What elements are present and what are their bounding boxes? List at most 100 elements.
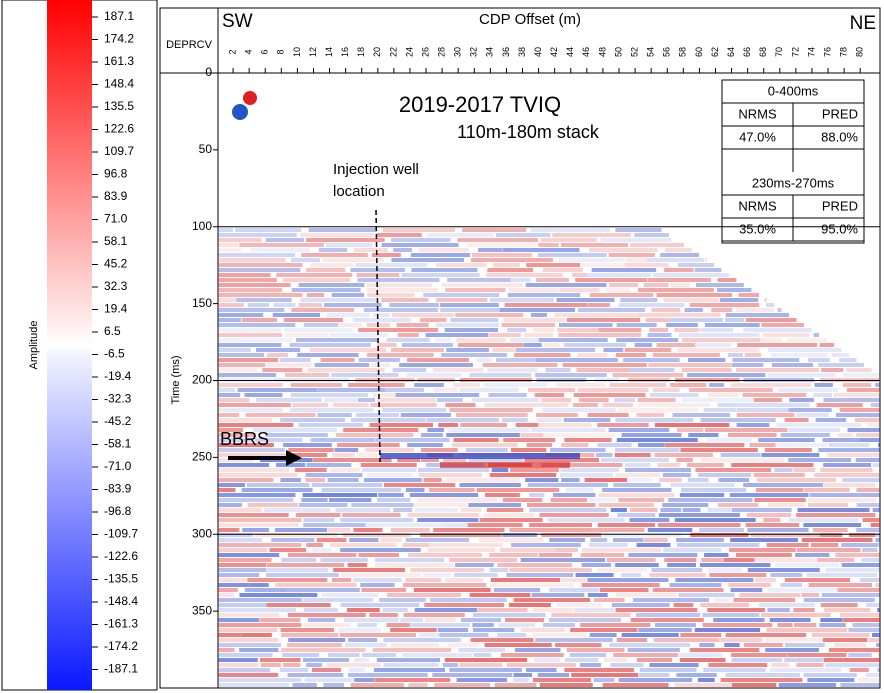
seismic-trace <box>457 238 539 242</box>
seismic-trace <box>449 668 522 672</box>
seismic-trace <box>218 328 282 332</box>
seismic-trace <box>678 263 714 267</box>
seismic-trace <box>643 538 668 542</box>
seismic-trace <box>823 463 872 467</box>
seismic-trace <box>367 293 415 297</box>
y-tick-label: 300 <box>192 526 212 540</box>
seismic-trace <box>605 288 630 292</box>
seismic-trace <box>821 368 844 372</box>
x-tick-label: 18 <box>356 47 366 57</box>
seismic-trace <box>694 628 761 632</box>
seismic-trace <box>363 308 439 312</box>
seismic-trace <box>564 658 599 662</box>
seismic-trace <box>457 343 524 347</box>
seismic-trace <box>696 283 744 287</box>
seismic-trace <box>312 458 392 462</box>
seismic-trace <box>218 233 297 237</box>
seismic-trace <box>218 558 272 562</box>
seismic-trace <box>287 613 366 617</box>
seismic-trace <box>419 248 469 252</box>
seismic-image <box>218 228 880 687</box>
seismic-trace <box>533 328 555 332</box>
seismic-trace <box>510 338 539 342</box>
seismic-trace <box>732 358 800 362</box>
seismic-trace <box>218 553 280 557</box>
seismic-trace <box>507 293 581 297</box>
seismic-trace <box>348 668 365 672</box>
seismic-trace <box>681 338 761 342</box>
seismic-trace <box>825 568 880 572</box>
seismic-trace <box>391 348 444 352</box>
seismic-trace <box>811 633 870 637</box>
y-tick-label: 100 <box>192 219 212 233</box>
seismic-trace <box>735 553 792 557</box>
seismic-trace <box>566 318 641 322</box>
seismic-trace <box>366 283 432 287</box>
seismic-trace <box>738 403 810 407</box>
seismic-trace <box>429 488 475 492</box>
seismic-trace <box>704 553 729 557</box>
seismic-trace <box>613 483 661 487</box>
x-tick-label: 32 <box>469 47 479 57</box>
seismic-trace <box>823 658 880 662</box>
seismic-trace <box>731 653 788 657</box>
seismic-trace <box>423 478 442 482</box>
seismic-trace <box>218 453 290 457</box>
seismic-trace <box>282 653 320 657</box>
seismic-trace <box>543 343 560 347</box>
seismic-trace <box>736 368 820 372</box>
seismic-trace <box>381 298 429 302</box>
colorbar-tick-label: -174.2 <box>104 639 138 653</box>
seismic-trace <box>489 473 557 477</box>
seismic-trace <box>298 423 364 427</box>
x-tick-label: 76 <box>822 47 832 57</box>
seismic-trace <box>436 298 488 302</box>
seismic-trace <box>353 658 370 662</box>
seismic-trace <box>608 428 670 432</box>
seismic-trace <box>532 633 587 637</box>
seismic-trace <box>552 233 631 237</box>
seismic-trace <box>558 333 642 337</box>
x-tick-label: 68 <box>758 47 768 57</box>
seismic-trace <box>492 263 520 267</box>
colorbar-tick-label: 161.3 <box>104 54 134 68</box>
seismic-trace <box>814 383 833 387</box>
x-tick-label: 12 <box>308 47 318 57</box>
seismic-trace <box>561 243 628 247</box>
seismic-trace <box>548 618 622 622</box>
seismic-trace <box>699 528 744 532</box>
seismic-trace <box>473 613 546 617</box>
x-tick-label: 24 <box>404 47 414 57</box>
seismic-trace <box>402 543 430 547</box>
seismic-trace <box>571 273 588 277</box>
seismic-trace <box>770 573 803 577</box>
seismic-trace <box>218 253 296 257</box>
seismic-trace <box>491 468 509 472</box>
seismic-trace <box>283 318 343 322</box>
seismic-trace <box>587 303 610 307</box>
colorbar <box>47 0 92 690</box>
seismic-trace <box>452 443 518 447</box>
seismic-trace <box>677 348 760 352</box>
seismic-trace <box>551 613 631 617</box>
seismic-trace <box>372 648 452 652</box>
seismic-trace <box>717 403 738 407</box>
colorbar-tick-label: -19.4 <box>104 369 132 383</box>
seismic-trace <box>554 313 637 317</box>
seismic-trace <box>538 553 573 557</box>
seismic-trace <box>776 423 862 427</box>
seismic-trace <box>218 388 236 392</box>
seismic-trace <box>340 548 421 552</box>
x-tick-label: 20 <box>372 47 382 57</box>
seismic-trace <box>515 348 596 352</box>
seismic-trace <box>510 448 547 452</box>
seismic-trace <box>479 518 543 522</box>
seismic-trace <box>445 478 520 482</box>
seismic-trace <box>218 313 264 317</box>
seismic-trace <box>456 338 506 342</box>
seismic-trace <box>597 523 655 527</box>
seismic-trace <box>427 233 494 237</box>
seismic-trace <box>306 238 385 242</box>
colorbar-tick-label: 19.4 <box>104 302 128 316</box>
seismic-trace <box>390 628 437 632</box>
